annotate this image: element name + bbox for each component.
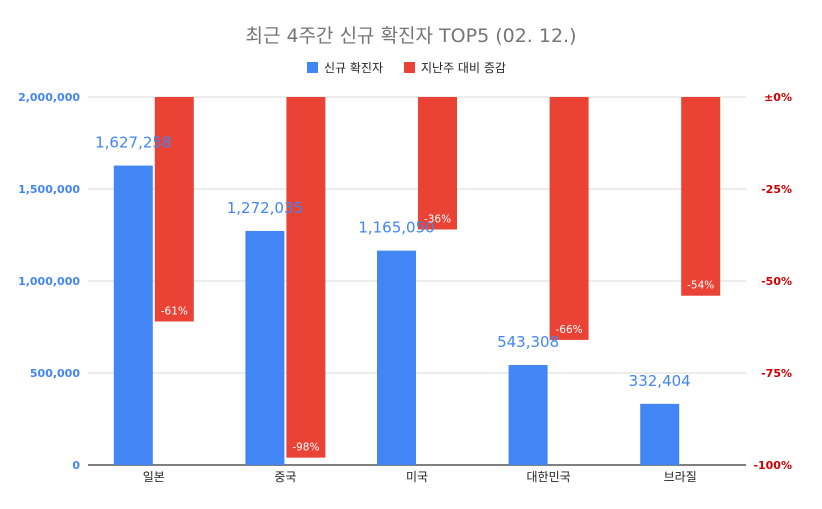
data-label-weekly-change-5: -54%: [687, 280, 714, 292]
left-tick-label: 1,000,000: [18, 275, 80, 288]
right-tick-label: -100%: [753, 459, 792, 472]
bar-weekly-change-5: [681, 97, 721, 296]
right-tick-label: -50%: [761, 275, 792, 288]
data-label-new-cases-1: 1,627,258: [95, 134, 171, 152]
bar-weekly-change-4: [549, 97, 589, 340]
data-label-weekly-change-3: -36%: [424, 213, 451, 225]
left-tick-label: 0: [72, 459, 80, 472]
bar-weekly-change-3: [418, 97, 457, 230]
bar-new-cases-4: [508, 365, 548, 465]
legend: 신규 확진자 지난주 대비 증감: [307, 61, 506, 75]
category-label-1: 일본: [143, 470, 165, 484]
data-label-new-cases-3: 1,165,050: [358, 219, 434, 237]
bar-new-cases-5: [640, 403, 680, 465]
bar-weekly-change-2: [286, 97, 326, 458]
legend-swatch-1: [307, 62, 318, 73]
bars: [113, 97, 721, 465]
bar-new-cases-2: [245, 230, 285, 465]
data-label-weekly-change-4: -66%: [556, 324, 583, 336]
data-labels: 1,627,258 -61% 1,272,035 -98% 1,165,050-36% 5…: [95, 134, 714, 454]
right-tick-label: -25%: [761, 183, 792, 196]
left-tick-label: 500,000: [30, 367, 80, 380]
legend-label-2: 지난주 대비 증감: [421, 61, 506, 75]
left-axis-tick-labels: 0 500,000 1,000,000 1,500,000 2,000,000: [18, 91, 80, 472]
chart-title: 최근 4주간 신규 확진자 TOP5 (02. 12.): [245, 25, 576, 47]
bar-new-cases-3: [377, 250, 416, 465]
data-label-new-cases-5: 332,404: [629, 372, 691, 390]
legend-label-1: 신규 확진자: [324, 61, 383, 75]
category-label-2: 중국: [274, 470, 296, 484]
category-label-5: 브라질: [664, 470, 697, 484]
data-label-new-cases-2: 1,272,035: [227, 199, 303, 217]
left-tick-label: 1,500,000: [18, 183, 80, 196]
data-label-new-cases-4: 543,308: [497, 333, 559, 351]
category-label-3: 미국: [406, 470, 428, 484]
right-tick-label: -75%: [761, 367, 792, 380]
right-tick-label: ±0%: [764, 91, 792, 104]
bar-weekly-change-1: [154, 97, 194, 322]
right-axis-tick-labels: ±0% -25% -50% -75% -100%: [753, 91, 792, 472]
category-label-4: 대한민국: [527, 470, 571, 484]
gridlines: [88, 96, 746, 466]
data-label-weekly-change-1: -61%: [161, 305, 188, 317]
bar-new-cases-1: [113, 165, 153, 465]
legend-swatch-2: [404, 62, 415, 73]
left-tick-label: 2,000,000: [18, 91, 80, 104]
category-labels: 일본 중국 미국 대한민국 브라질: [143, 470, 697, 484]
data-label-weekly-change-2: -98%: [292, 442, 319, 454]
